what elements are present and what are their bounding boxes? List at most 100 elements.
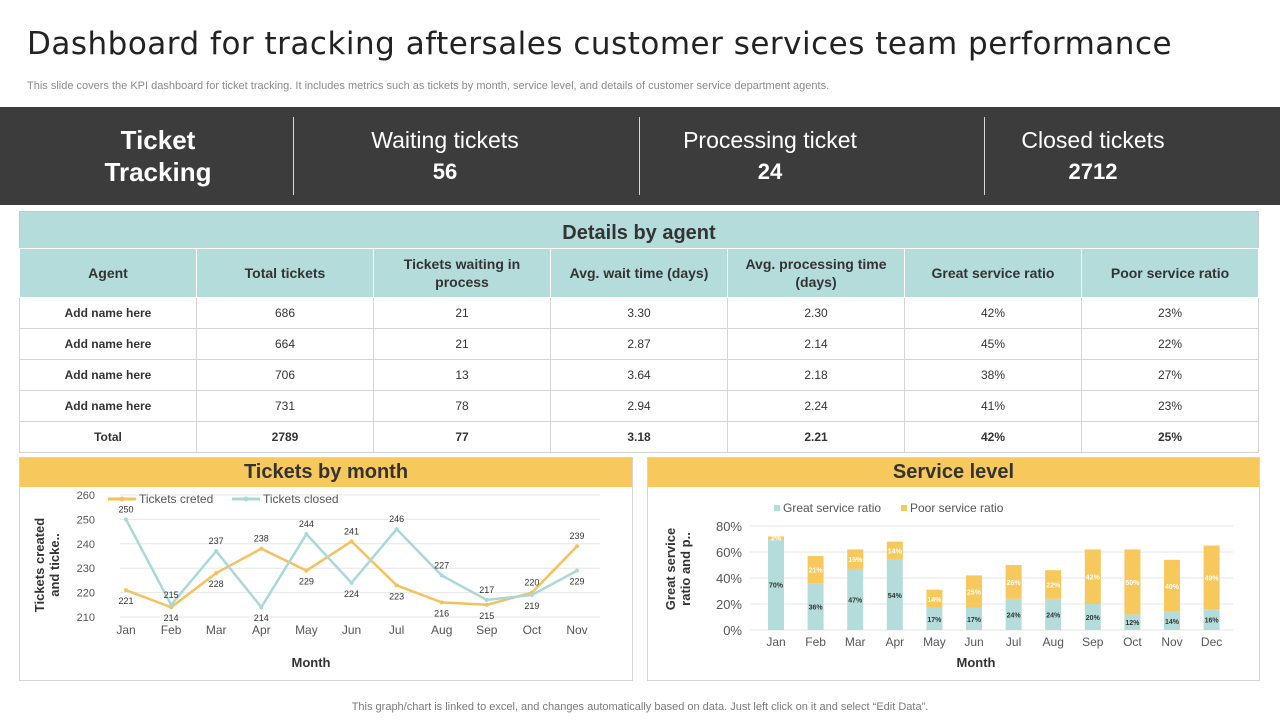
y-tick-label: 0% <box>723 623 742 638</box>
data-label: 246 <box>389 514 404 524</box>
data-label: 22% <box>1046 583 1061 590</box>
table-cell: 664 <box>196 328 374 360</box>
data-label: 224 <box>344 589 359 599</box>
table-row: Add name here 664 21 2.87 2.14 45% 22% <box>19 328 1259 360</box>
table-cell: 21 <box>373 297 551 329</box>
kpi-bar: Ticket Tracking Waiting tickets 56 Proce… <box>0 107 1280 205</box>
y-axis-title: Tickets createdand ticke.. <box>32 518 62 612</box>
table-cell: 25% <box>1081 421 1259 453</box>
bar-great-service <box>1164 611 1180 630</box>
bar-great-service <box>1045 598 1062 630</box>
data-label: 49% <box>1205 575 1220 582</box>
data-label: 54% <box>888 593 903 600</box>
y-tick-label: 210 <box>77 612 95 624</box>
data-label: 239 <box>569 531 584 541</box>
data-label: 241 <box>344 526 359 536</box>
data-point <box>124 517 128 522</box>
column-header: Tickets waiting in process <box>373 248 551 298</box>
table-cell: 22% <box>1081 328 1259 360</box>
data-label: 24% <box>1007 612 1022 619</box>
table-row: Add name here 731 78 2.94 2.24 41% 23% <box>19 390 1259 422</box>
table-cell: Add name here <box>19 390 197 422</box>
agent-table: Agent Total tickets Tickets waiting in p… <box>19 248 1259 453</box>
service-level-chart[interactable]: 0% 20% 40% 60% 80% Great service ratio Poor se… <box>648 487 1259 680</box>
legend-label: Great service ratio <box>783 501 881 515</box>
x-tick-label: Nov <box>1161 635 1182 649</box>
data-point <box>575 568 579 573</box>
bar-poor-service <box>807 555 824 584</box>
table-cell: 21 <box>373 328 551 360</box>
x-tick-label: Mar <box>845 635 866 649</box>
x-tick-label: Jan <box>116 623 135 637</box>
footer-note: This graph/chart is linked to excel, and… <box>351 701 929 713</box>
data-label: 50% <box>1125 580 1140 587</box>
table-cell: 42% <box>904 297 1082 329</box>
x-tick-label: Jun <box>964 635 983 649</box>
page-title: Dashboard for tracking aftersales custom… <box>27 26 1173 62</box>
legend-marker <box>243 496 249 502</box>
data-label: 229 <box>569 577 584 587</box>
y-axis-title-line: and ticke.. <box>47 533 62 597</box>
bar-poor-service <box>926 589 943 608</box>
data-label: 25% <box>967 590 982 597</box>
bar-poor-service <box>1124 549 1141 615</box>
service-level-title: Service level <box>648 458 1259 487</box>
bar-poor-service <box>1045 570 1062 599</box>
table-cell: 2.21 <box>727 421 905 453</box>
data-point <box>349 580 354 585</box>
tickets-by-month-panel: Tickets by month 210 220 230 240 250 260 Jan Fe… <box>19 457 633 681</box>
kpi-waiting: Waiting tickets 56 <box>295 127 595 185</box>
kpi-waiting-label: Waiting tickets <box>371 127 519 153</box>
x-tick-label: Jan <box>766 635 785 649</box>
x-tick-label: Jul <box>389 623 404 637</box>
data-point <box>124 588 128 593</box>
bar-great-service <box>847 568 864 630</box>
data-label: 216 <box>434 608 449 618</box>
kpi-waiting-value: 56 <box>432 159 458 184</box>
table-cell: 2.24 <box>727 390 905 422</box>
data-label: 217 <box>479 585 494 595</box>
data-label: 40% <box>1165 584 1180 591</box>
bar-great-service <box>1124 614 1141 630</box>
table-row: Add name here 706 13 3.64 2.18 38% 27% <box>19 359 1259 391</box>
data-label: 21% <box>809 568 824 575</box>
y-tick-label: 80% <box>716 519 742 534</box>
kpi-divider <box>639 117 640 195</box>
table-cell: 45% <box>904 328 1082 360</box>
data-label: 214 <box>254 613 269 623</box>
table-cell: 706 <box>196 359 374 391</box>
table-cell: 3.18 <box>550 421 728 453</box>
table-cell: Total <box>19 421 197 453</box>
kpi-processing: Processing ticket 24 <box>620 127 920 185</box>
table-cell: Add name here <box>19 359 197 391</box>
tickets-by-month-chart[interactable]: 210 220 230 240 250 260 Jan Feb Mar Apr May Jun Jul A… <box>20 487 632 680</box>
data-label: 250 <box>118 504 133 514</box>
x-tick-label: Sep <box>476 623 498 637</box>
legend-swatch <box>774 505 780 511</box>
y-tick-label: 250 <box>77 514 95 526</box>
data-label: 220 <box>524 578 539 588</box>
kpi-processing-label: Processing ticket <box>683 127 857 153</box>
y-tick-label: 40% <box>716 571 742 586</box>
data-point <box>214 549 219 554</box>
column-header: Avg. processing time (days) <box>727 248 905 298</box>
legend-label: Tickets creted <box>139 492 213 506</box>
data-point <box>169 602 174 607</box>
column-header: Agent <box>19 248 197 298</box>
x-tick-label: Apr <box>252 623 271 637</box>
data-point <box>259 546 264 551</box>
bar-great-service <box>926 607 943 630</box>
data-point <box>439 573 444 578</box>
data-point <box>484 602 489 607</box>
bar-poor-service <box>966 575 982 608</box>
data-label: 227 <box>434 561 449 571</box>
table-cell: 731 <box>196 390 374 422</box>
data-label: 24% <box>1046 612 1061 619</box>
column-header: Avg. wait time (days) <box>550 248 728 298</box>
data-point <box>394 527 399 532</box>
data-label: 42% <box>1086 575 1101 582</box>
y-axis-title-line: Tickets created <box>32 518 47 612</box>
x-tick-label: Oct <box>1123 635 1142 649</box>
table-cell: 3.30 <box>550 297 728 329</box>
data-label: 219 <box>524 601 539 611</box>
